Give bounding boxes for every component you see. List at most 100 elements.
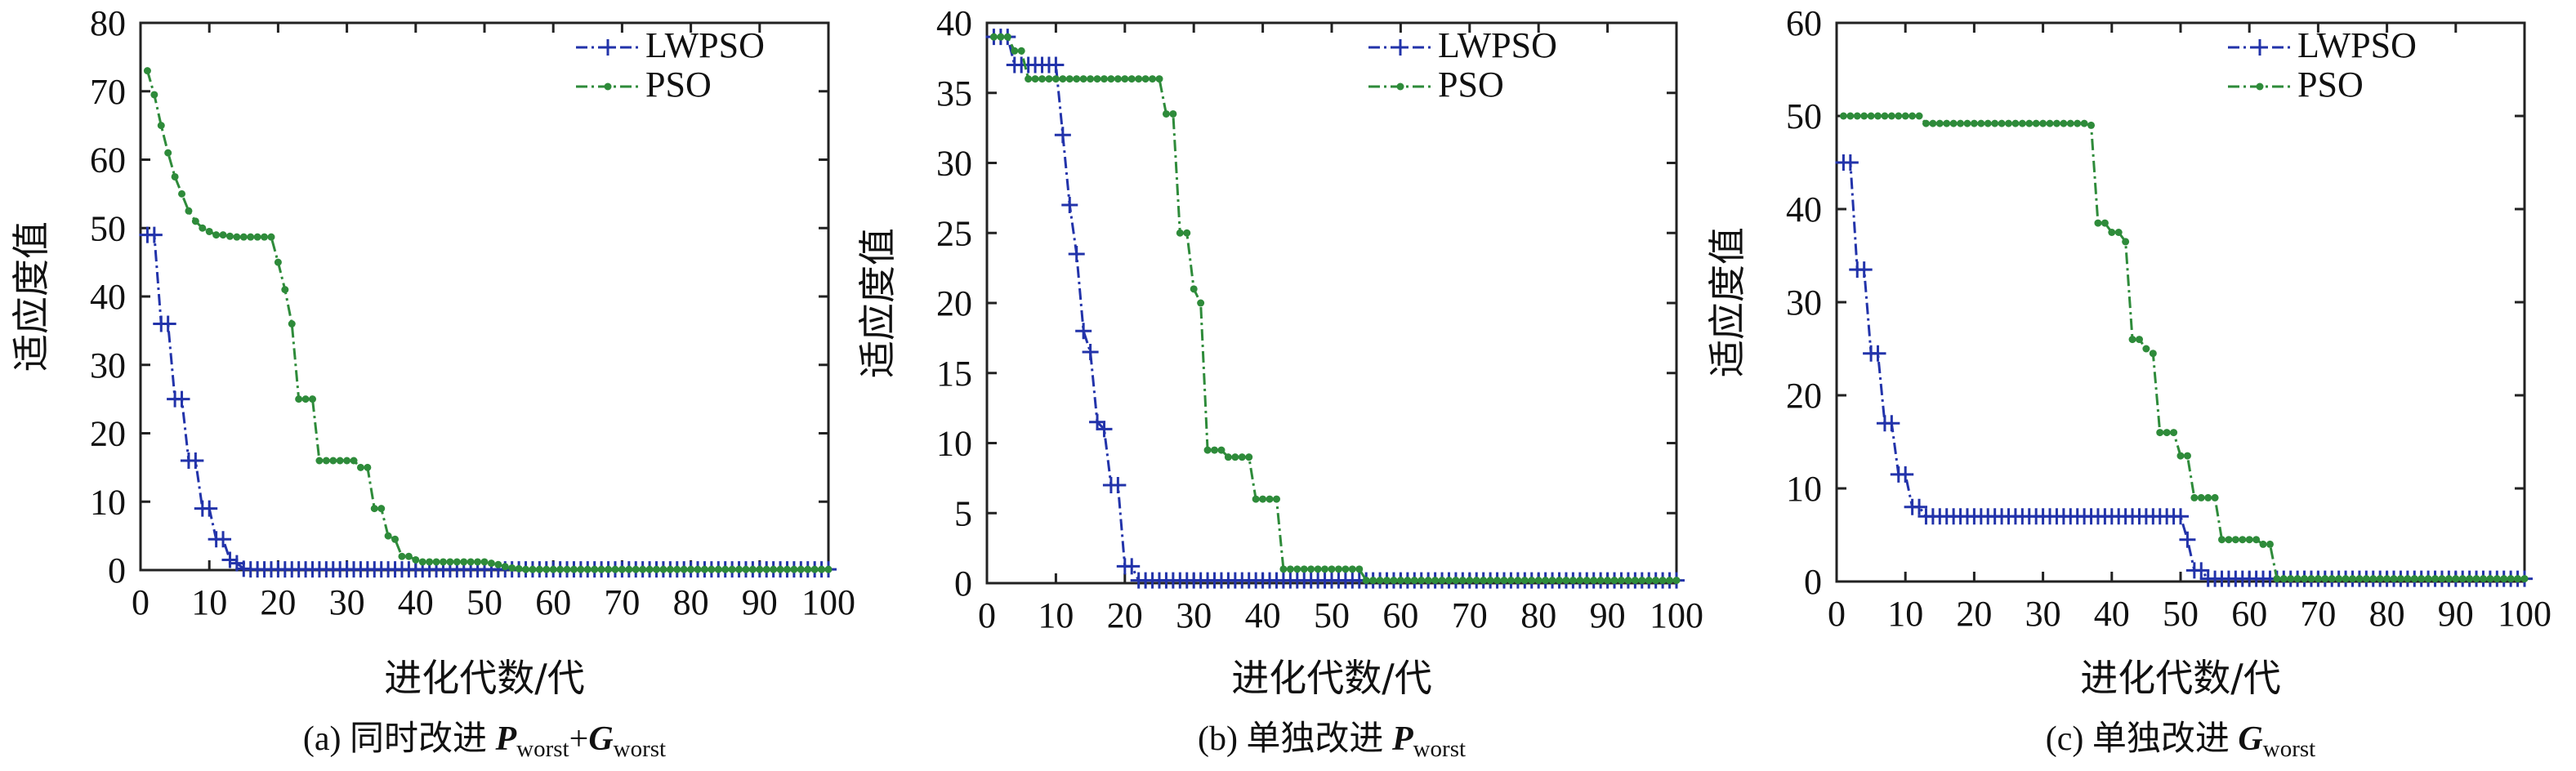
legend-marker (2256, 82, 2264, 91)
data-point (708, 565, 716, 573)
x-tick-label: 40 (398, 582, 434, 622)
data-point (239, 233, 248, 241)
data-point (680, 565, 688, 573)
data-point (1068, 245, 1085, 262)
data-point (1901, 112, 1909, 120)
data-point (446, 558, 454, 566)
legend-marker (1392, 39, 1409, 56)
data-point (274, 258, 282, 266)
legend-item-lwpso: LWPSO (2228, 25, 2417, 65)
x-axis-label: 进化代数/代 (2080, 656, 2281, 700)
data-point (1169, 109, 1177, 118)
data-point (700, 565, 708, 573)
data-point (1998, 119, 2006, 127)
data-point (2245, 536, 2253, 544)
data-point (1438, 577, 1446, 585)
data-point (2486, 575, 2494, 583)
legend-label: LWPSO (1438, 25, 1557, 65)
data-point (1203, 446, 1212, 454)
legend-label: PSO (645, 65, 712, 105)
data-point (2279, 575, 2288, 583)
data-point (1031, 75, 1039, 83)
data-point (1135, 75, 1143, 83)
x-tick-label: 50 (1314, 595, 1350, 635)
y-tick-label: 0 (108, 550, 126, 591)
panel-caption: (b) 单独改进 Pworst (1198, 720, 1466, 762)
chart-panel-2: 0 10 20 30 40 50 60 70 80 90 100 0 5 10 15 20 25 30 35 40 LW… (855, 3, 1703, 762)
data-point (1604, 577, 1612, 585)
data-point (1307, 565, 1315, 573)
data-point (2122, 238, 2130, 246)
data-point (1909, 112, 1917, 120)
x-tick-label: 20 (1107, 595, 1143, 635)
data-point (2287, 575, 2295, 583)
data-point (2362, 575, 2370, 583)
data-point (1590, 577, 1598, 585)
data-point (1252, 495, 1260, 503)
data-point (2259, 540, 2267, 548)
data-point (2328, 575, 2336, 583)
data-point (2176, 452, 2185, 460)
data-point (790, 565, 798, 573)
data-point (267, 233, 275, 241)
y-tick-label: 50 (1786, 96, 1822, 136)
data-point (1087, 75, 1095, 83)
data-point (1672, 577, 1681, 585)
data-point (618, 565, 626, 573)
data-point (295, 395, 303, 403)
data-point (1842, 154, 1859, 171)
data-point (735, 565, 743, 573)
data-point (2094, 219, 2102, 227)
series-lwpso (1835, 154, 2533, 587)
data-point (2183, 452, 2191, 460)
data-point (1321, 565, 1329, 573)
data-point (997, 33, 1005, 41)
data-point (1272, 495, 1280, 503)
data-point (989, 33, 998, 41)
data-point (1652, 577, 1660, 585)
data-point (1003, 33, 1011, 41)
data-point (1500, 577, 1508, 585)
data-point (2032, 119, 2040, 127)
legend-item-lwpso: LWPSO (576, 25, 765, 65)
data-point (253, 233, 261, 241)
data-point (2355, 575, 2364, 583)
data-point (1458, 577, 1467, 585)
x-tick-label: 30 (2025, 594, 2061, 634)
data-point (1410, 577, 1418, 585)
y-tick-label: 30 (936, 144, 972, 184)
data-point (583, 565, 592, 573)
series-lwpso (139, 226, 837, 578)
data-point (1155, 75, 1163, 83)
data-point (2046, 119, 2054, 127)
data-point (1915, 112, 1923, 120)
data-point (2218, 536, 2226, 544)
data-point (2349, 575, 2356, 583)
legend-item-pso: PSO (2228, 65, 2364, 105)
data-point (2493, 575, 2501, 583)
data-point (2225, 536, 2233, 544)
data-point (418, 558, 426, 566)
data-point (1114, 75, 1122, 83)
data-point (1065, 75, 1074, 83)
data-point (2087, 121, 2096, 129)
data-point (2293, 575, 2301, 583)
data-point (1528, 577, 1536, 585)
data-point (350, 457, 358, 465)
data-point (770, 565, 778, 573)
data-point (687, 565, 695, 573)
y-tick-label: 0 (1804, 562, 1822, 602)
data-point (145, 226, 163, 243)
data-point (1846, 112, 1855, 120)
data-point (1417, 577, 1426, 585)
data-point (632, 565, 640, 573)
x-tick-label: 60 (535, 582, 571, 622)
x-tick-label: 80 (2369, 594, 2405, 634)
data-point (1396, 577, 1404, 585)
y-tick-label: 40 (90, 277, 126, 317)
data-point (1883, 415, 1900, 432)
y-tick-label: 40 (936, 3, 972, 43)
data-point (1556, 577, 1564, 585)
data-point (2301, 575, 2309, 583)
data-point (2452, 575, 2460, 583)
